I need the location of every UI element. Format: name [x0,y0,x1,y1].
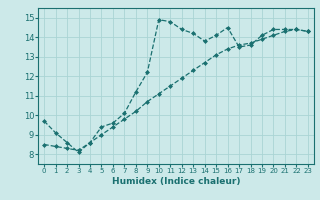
X-axis label: Humidex (Indice chaleur): Humidex (Indice chaleur) [112,177,240,186]
